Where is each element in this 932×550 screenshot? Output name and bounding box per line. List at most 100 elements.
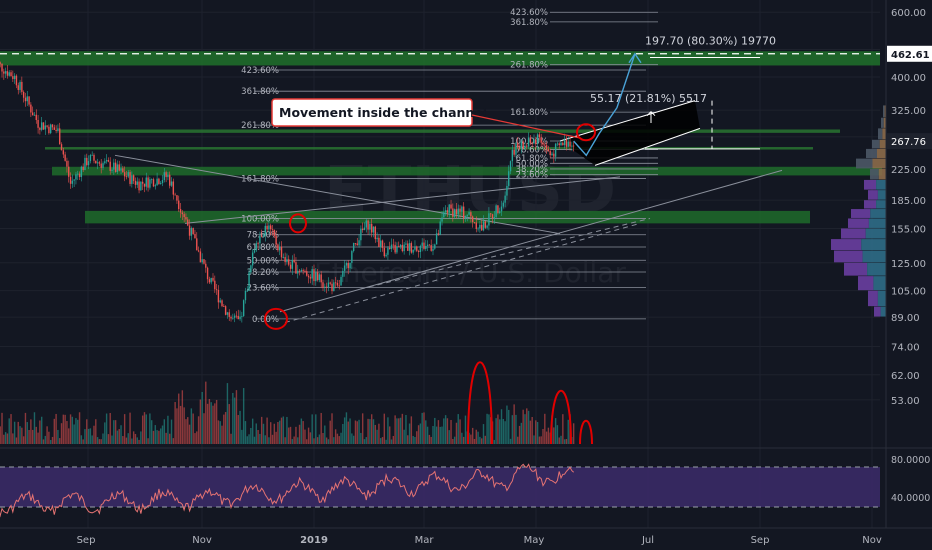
candle-body bbox=[28, 96, 30, 105]
volume-bar bbox=[417, 425, 420, 444]
trend-lines bbox=[114, 100, 783, 324]
candle-body bbox=[179, 209, 182, 213]
highlight-circle bbox=[289, 213, 307, 234]
candle-body bbox=[500, 206, 503, 212]
candle-body bbox=[60, 144, 63, 151]
volume-bar bbox=[62, 414, 65, 444]
candle-body bbox=[502, 202, 505, 207]
volume-bar bbox=[21, 427, 23, 444]
volume-bar bbox=[147, 438, 149, 444]
volume-bar bbox=[120, 425, 122, 444]
time-axis[interactable]: Sep Nov 2019 Mar May Jul Sep Nov bbox=[0, 527, 932, 546]
volume-bar bbox=[453, 436, 456, 444]
volume-bar bbox=[306, 439, 308, 444]
candle-body bbox=[259, 235, 261, 244]
volume-bar bbox=[358, 419, 360, 444]
candle-body bbox=[69, 176, 72, 184]
candle-body bbox=[549, 150, 551, 156]
volume-profile-bar bbox=[876, 179, 886, 190]
volume-bar bbox=[392, 435, 395, 444]
price-axis[interactable]: 600.00475.00400.00325.00275.00225.00185.… bbox=[885, 0, 932, 528]
volume-bar bbox=[370, 414, 373, 444]
candle-body bbox=[239, 316, 241, 320]
volume-bar bbox=[30, 419, 32, 444]
volume-profile-bar bbox=[873, 276, 886, 291]
volume-bar bbox=[459, 419, 461, 444]
volume-profile-bar bbox=[880, 306, 886, 317]
trend-line bbox=[284, 222, 641, 324]
volume-bar bbox=[95, 419, 97, 444]
volume-bar bbox=[473, 438, 476, 444]
volume-bar bbox=[165, 432, 167, 444]
volume-bar bbox=[42, 439, 45, 444]
volume-bar bbox=[315, 414, 317, 444]
volume-bar bbox=[280, 417, 283, 444]
volume-bar bbox=[490, 417, 492, 444]
volume-bar bbox=[536, 421, 539, 444]
fib-label: 161.80% bbox=[241, 174, 279, 184]
volume-bar bbox=[419, 423, 422, 444]
volume-bar bbox=[354, 420, 357, 444]
candle-body bbox=[407, 243, 409, 251]
volume-bar bbox=[421, 412, 423, 444]
candle-body bbox=[497, 205, 499, 213]
candle-body bbox=[251, 252, 254, 266]
volume-bar bbox=[529, 420, 532, 444]
candle-body bbox=[226, 312, 229, 315]
volume-profile-bar bbox=[868, 218, 886, 228]
volume-bar bbox=[448, 430, 450, 444]
volume-profile-bar bbox=[868, 190, 878, 200]
channel bbox=[560, 100, 700, 166]
candle-body bbox=[529, 137, 532, 143]
candle-body bbox=[62, 150, 65, 155]
candle-body bbox=[286, 259, 288, 263]
candle-body bbox=[219, 300, 221, 303]
candle-body bbox=[412, 249, 414, 253]
volume-bar bbox=[565, 438, 568, 444]
candle-body bbox=[372, 226, 375, 233]
volume-bar bbox=[33, 412, 36, 444]
candle-body bbox=[432, 248, 434, 251]
candle-body bbox=[426, 244, 429, 246]
volume-bar bbox=[50, 439, 52, 444]
candle-body bbox=[55, 129, 57, 132]
volume-bar bbox=[446, 418, 449, 444]
candle-body bbox=[398, 246, 400, 247]
volume-bar bbox=[237, 415, 239, 444]
candle-body bbox=[457, 208, 459, 215]
volume-bar bbox=[356, 421, 358, 444]
volume-bar bbox=[35, 426, 37, 444]
volume-profile-bar bbox=[877, 190, 886, 200]
volume-bar bbox=[28, 429, 30, 444]
candle-body bbox=[419, 245, 422, 253]
current-price-label: 267.76 bbox=[891, 137, 926, 148]
candle-body bbox=[410, 243, 413, 253]
volume-bar bbox=[12, 433, 14, 444]
volume-bar bbox=[140, 431, 142, 444]
candle-body bbox=[477, 228, 479, 230]
volume-bar bbox=[295, 426, 297, 444]
volume-bar bbox=[457, 414, 459, 444]
volume-bar bbox=[515, 414, 517, 444]
volume-bar bbox=[394, 415, 396, 444]
volume-bar bbox=[188, 424, 191, 444]
candle-body bbox=[378, 237, 380, 247]
volume-bar bbox=[325, 437, 328, 444]
volume-bar bbox=[118, 429, 120, 444]
candle-body bbox=[210, 277, 212, 283]
candle-body bbox=[441, 217, 443, 222]
candle-body bbox=[517, 142, 519, 148]
volume-bar bbox=[369, 419, 371, 444]
candle-body bbox=[297, 270, 299, 274]
volume-bar bbox=[408, 423, 411, 444]
candle-body bbox=[279, 246, 281, 251]
volume-profile-bar bbox=[858, 276, 874, 291]
candle-body bbox=[26, 96, 28, 102]
annotations: Movement inside the channel 55.17 (21.81%… bbox=[264, 35, 776, 330]
fib-label-upper: 61.80% bbox=[516, 154, 548, 164]
volume-bar bbox=[205, 381, 207, 444]
volume-bar bbox=[3, 434, 5, 444]
volume-bar bbox=[484, 435, 486, 444]
